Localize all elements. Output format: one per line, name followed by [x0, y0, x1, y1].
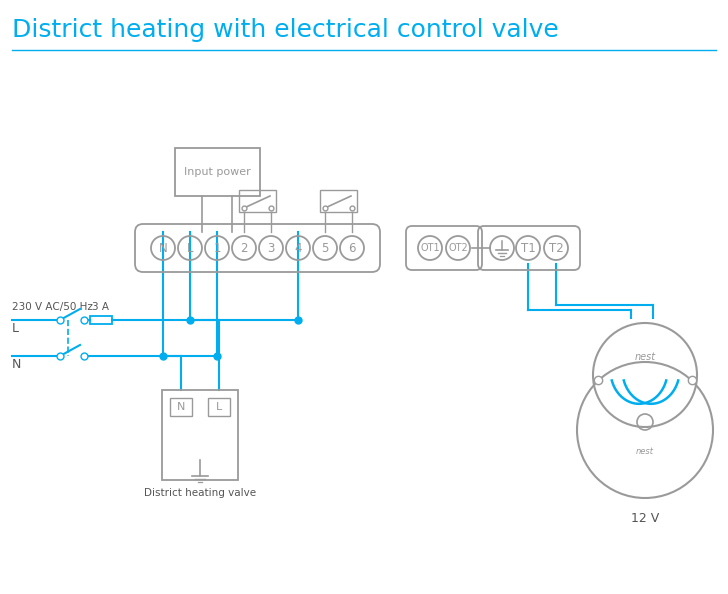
Bar [175, 148, 259, 196]
Text: OT1: OT1 [420, 243, 440, 253]
Text: OT2: OT2 [448, 243, 468, 253]
Bar [239, 190, 276, 212]
Text: 230 V AC/50 Hz: 230 V AC/50 Hz [12, 302, 93, 312]
Text: 6: 6 [348, 242, 356, 254]
Text: L: L [216, 402, 222, 412]
Bar [320, 190, 357, 212]
Text: 5: 5 [321, 242, 328, 254]
Text: 3: 3 [267, 242, 274, 254]
Text: 2: 2 [240, 242, 248, 254]
Text: Input power: Input power [183, 167, 250, 177]
Text: L: L [12, 321, 19, 334]
Text: T1: T1 [521, 242, 535, 254]
Bar [162, 390, 238, 480]
Bar [208, 398, 230, 416]
Text: 3 A: 3 A [92, 302, 109, 312]
Bar [90, 316, 112, 324]
Text: L: L [187, 242, 193, 254]
Text: N: N [177, 402, 185, 412]
Text: nest: nest [636, 447, 654, 457]
Text: District heating with electrical control valve: District heating with electrical control… [12, 18, 559, 42]
Text: N: N [159, 242, 167, 254]
Text: T2: T2 [549, 242, 563, 254]
Bar [170, 398, 192, 416]
Text: nest: nest [634, 352, 655, 362]
Text: 4: 4 [294, 242, 301, 254]
Text: 12 V: 12 V [631, 512, 659, 525]
Text: N: N [12, 358, 21, 371]
Text: 1: 1 [213, 242, 221, 254]
Text: District heating valve: District heating valve [144, 488, 256, 498]
